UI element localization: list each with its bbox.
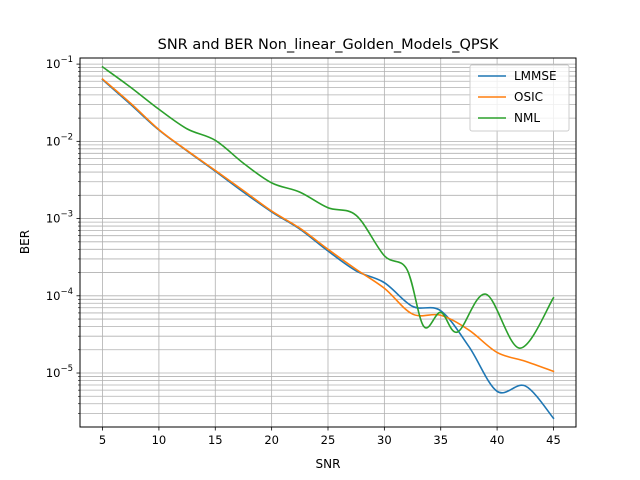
y-tick-label: 10−3 bbox=[46, 210, 73, 226]
x-tick-label: 5 bbox=[99, 433, 106, 447]
y-tick-label: 10−5 bbox=[46, 364, 73, 380]
axis-ticks: 5 10 15 20 25 30 35 40 45 10−5 10−4 10−3 10−2 10−1 bbox=[46, 55, 561, 447]
chart-title: SNR and BER Non_linear_Golden_Models_QPS… bbox=[158, 37, 499, 53]
legend-box bbox=[469, 64, 570, 132]
legend-label-osic: OSIC bbox=[514, 90, 543, 104]
series-line-nml bbox=[101, 65, 555, 349]
x-tick-label: 40 bbox=[490, 433, 505, 447]
x-tick-label: 15 bbox=[208, 433, 223, 447]
x-tick-label: 20 bbox=[264, 433, 279, 447]
x-tick-label: 25 bbox=[321, 433, 336, 447]
x-tick-label: 10 bbox=[152, 433, 167, 447]
y-axis-label: BER bbox=[18, 230, 32, 254]
x-tick-label: 45 bbox=[546, 433, 561, 447]
series-line-osic bbox=[101, 77, 555, 373]
legend-label-lmmse: LMMSE bbox=[514, 69, 557, 83]
y-tick-label: 10−1 bbox=[46, 55, 73, 71]
y-tick-label: 10−4 bbox=[46, 287, 73, 303]
y-tick-label: 10−2 bbox=[46, 132, 73, 148]
legend: LMMSE OSIC NML bbox=[469, 64, 570, 132]
x-axis-label: SNR bbox=[316, 457, 341, 471]
series-lines bbox=[101, 65, 555, 420]
x-tick-label: 30 bbox=[377, 433, 392, 447]
legend-label-nml: NML bbox=[514, 111, 540, 125]
x-tick-label: 35 bbox=[433, 433, 448, 447]
